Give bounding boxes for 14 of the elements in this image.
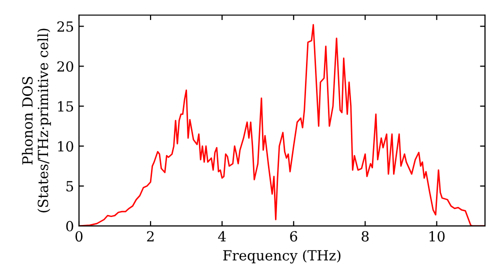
- y-tick-label: 20: [57, 61, 74, 72]
- x-tick-label: 4: [218, 231, 226, 242]
- x-tick-label: 0: [75, 231, 82, 242]
- x-axis-title: Frequency (THz): [223, 250, 340, 264]
- y-tick-label: 10: [58, 141, 74, 152]
- y-tick-label: 0: [66, 220, 74, 232]
- y-tick-label: 15: [58, 101, 74, 112]
- x-tick-label: 8: [362, 231, 369, 242]
- x-tick-label: 2: [147, 231, 154, 242]
- x-tick-label: 10: [430, 231, 445, 242]
- y-tick-label: 5: [66, 181, 74, 192]
- y-axis-title: Phonon DOS (States/THz·primitive cell): [22, 28, 51, 212]
- x-tick-label: 6: [290, 231, 298, 242]
- y-tick-label: 25: [57, 21, 74, 32]
